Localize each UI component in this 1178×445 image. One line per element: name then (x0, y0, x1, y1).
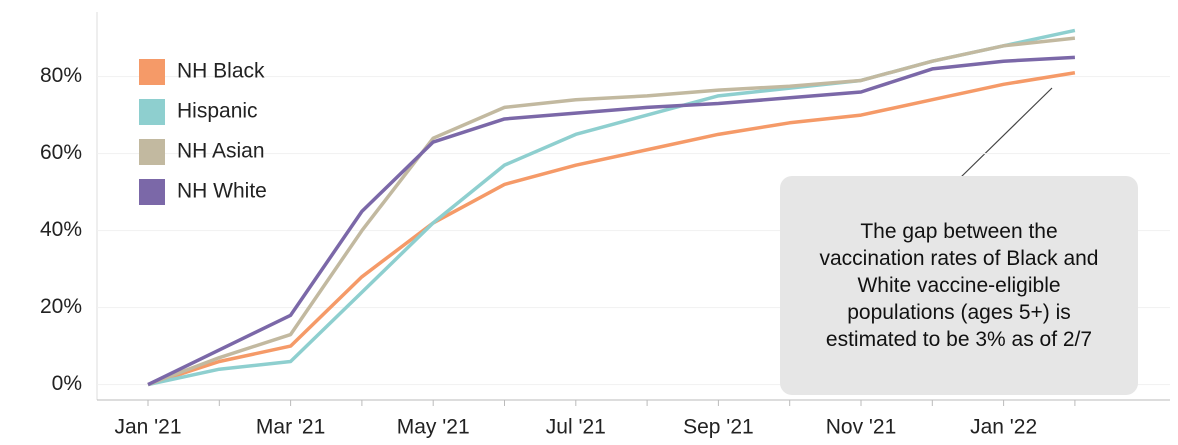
x-tick-label: Sep '21 (683, 416, 754, 439)
annotation: The gap between the vaccination rates of… (780, 176, 1138, 395)
legend-swatch (139, 59, 165, 85)
legend-label: Hispanic (177, 100, 258, 123)
x-tick-label: Nov '21 (826, 416, 897, 439)
annotation-leader (959, 87, 1053, 179)
series-line (147, 71, 1076, 387)
legend-label: NH Asian (177, 140, 265, 163)
y-tick-label: 40% (40, 218, 82, 241)
series-line (147, 36, 1076, 387)
x-tick-label: May '21 (397, 416, 470, 439)
x-tick-label: Jul '21 (546, 416, 606, 439)
y-tick-label: 60% (40, 141, 82, 164)
x-tick-label: Jan '22 (970, 416, 1037, 439)
x-tick-label: Jan '21 (114, 416, 181, 439)
x-tick-label: Mar '21 (256, 416, 325, 439)
y-tick-label: 20% (40, 295, 82, 318)
series-line (147, 55, 1075, 387)
y-tick-label: 80% (40, 64, 82, 87)
legend-swatch (139, 179, 165, 205)
legend-label: NH White (177, 180, 267, 203)
y-tick-label: 0% (52, 372, 82, 395)
legend-swatch (139, 99, 165, 125)
legend-label: NH Black (177, 60, 265, 83)
legend-swatch (139, 139, 165, 165)
